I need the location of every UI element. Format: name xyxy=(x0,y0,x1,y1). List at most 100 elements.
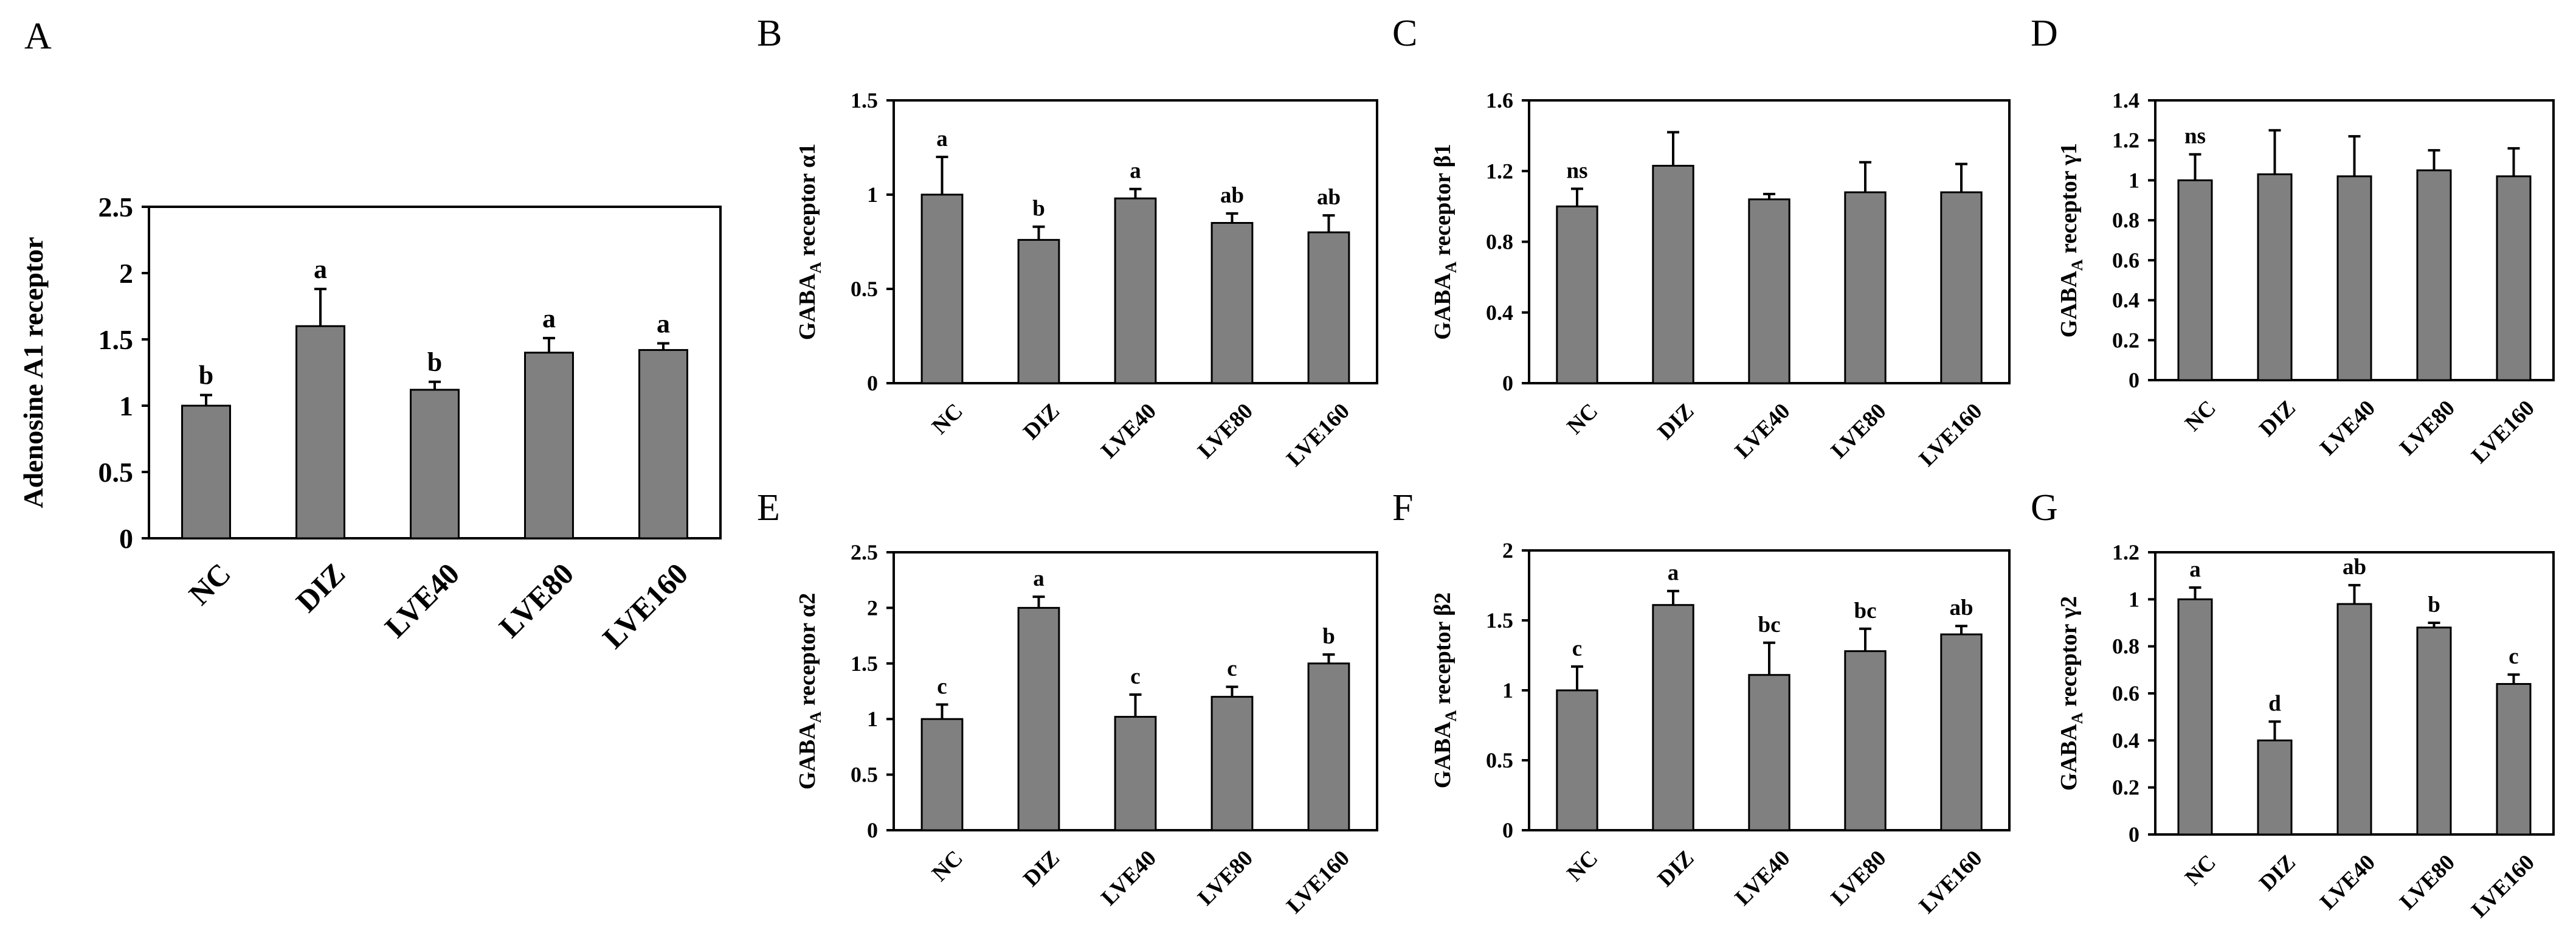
panel-c: C 0 0.4 0.8 1.2 1.6 GABAA receptor β1 ns NC DIZ LV… xyxy=(1392,13,2011,471)
bar-lve80 xyxy=(1210,222,1254,384)
y-tick-label: 2 xyxy=(119,258,133,289)
y-tick-label: 1 xyxy=(119,390,133,421)
y-axis-title-main: GABA xyxy=(795,723,820,789)
bar-diz xyxy=(1652,165,1694,384)
y-tick-label: 0.4 xyxy=(1486,300,1513,325)
bar-nc xyxy=(2177,179,2213,381)
x-tick-label: LVE40 xyxy=(1730,398,1795,463)
y-axis-title-main: GABA xyxy=(2056,271,2082,338)
y-tick-label: 0 xyxy=(867,818,878,842)
y-axis-title-rest: receptor β2 xyxy=(1430,592,1455,710)
bar-lve40 xyxy=(2336,175,2372,381)
panel-e: E 0 0.5 1 1.5 2 2.5 GABAA receptor α2 c NC a DIZ c LV… xyxy=(757,487,1378,918)
significance-label: ns xyxy=(1567,158,1588,183)
y-axis-title-rest: receptor γ2 xyxy=(2056,596,2082,713)
bar-diz xyxy=(1652,604,1694,831)
bar-lve160 xyxy=(2496,175,2532,381)
y-tick-label: 0.5 xyxy=(851,763,878,787)
y-axis-title-rest: receptor β1 xyxy=(1430,144,1455,262)
bar-diz xyxy=(1017,238,1060,384)
y-tick-label: 1.5 xyxy=(1486,608,1513,633)
significance-label: a xyxy=(1033,566,1045,591)
y-axis-title: GABAA receptor α1 xyxy=(795,144,824,341)
x-tick-label: LVE80 xyxy=(1193,398,1258,463)
panel-letter: A xyxy=(24,16,52,57)
x-tick-label: LVE160 xyxy=(1282,398,1355,471)
panel-letter: G xyxy=(2031,487,2058,529)
y-axis-title-subscript: A xyxy=(1442,262,1460,273)
significance-label: b xyxy=(427,347,442,377)
significance-label: a xyxy=(314,254,327,284)
significance-label: b xyxy=(1032,196,1045,221)
y-tick-label: 0 xyxy=(1502,818,1513,842)
x-tick-label: DIZ xyxy=(1653,845,1699,892)
panel-letter: B xyxy=(757,13,782,54)
panel-b: B 0 0.5 1 1.5 GABAA receptor α1 a NC b DIZ a LVE40 a… xyxy=(757,13,1378,471)
y-tick-label: 1 xyxy=(867,182,878,207)
y-axis-title: GABAA receptor γ2 xyxy=(2056,596,2086,791)
x-tick-label: NC xyxy=(927,845,968,886)
bar-nc xyxy=(1556,205,1598,384)
y-axis-title-subscript: A xyxy=(1442,710,1460,721)
y-tick-label: 1 xyxy=(2129,168,2139,192)
y-tick-label: 1.4 xyxy=(2112,88,2139,113)
bar-lve160 xyxy=(1940,191,1983,384)
bar-lve160 xyxy=(1307,662,1350,831)
significance-label: a xyxy=(1130,159,1141,184)
significance-label: bc xyxy=(1758,612,1781,637)
bar-diz xyxy=(1017,606,1060,831)
x-tick-label: LVE40 xyxy=(2315,395,2380,460)
y-tick-label: 1.6 xyxy=(1486,88,1513,113)
x-tick-label: LVE80 xyxy=(2395,850,2460,915)
bar-lve80 xyxy=(524,352,574,539)
bar-diz xyxy=(2257,173,2293,381)
y-axis-title: GABAA receptor β2 xyxy=(1430,592,1460,788)
significance-label: a xyxy=(936,127,948,151)
panel-a: A 0 0.5 1 1.5 2 2.5 Adenosine A1 receptor b NC a DI… xyxy=(18,16,722,655)
y-tick-label: 1 xyxy=(2129,587,2139,611)
x-tick-label: LVE160 xyxy=(2467,395,2540,468)
x-tick-label: DIZ xyxy=(1653,398,1699,445)
y-axis-title-main: Adenosine A1 receptor xyxy=(18,237,49,508)
x-tick-label: DIZ xyxy=(2254,395,2301,442)
y-axis-title-rest: receptor γ1 xyxy=(2056,143,2082,260)
significance-label: c xyxy=(2509,644,2518,669)
y-tick-label: 1 xyxy=(1502,678,1513,702)
bar-lve160 xyxy=(1940,633,1983,831)
bar-nc xyxy=(920,193,964,384)
bar-diz xyxy=(2257,739,2293,836)
panel-letter: D xyxy=(2031,13,2058,54)
y-axis-title-subscript: A xyxy=(2068,712,2086,724)
bar-nc xyxy=(181,404,231,539)
x-tick-label: LVE40 xyxy=(378,557,466,644)
significance-label: ab xyxy=(1949,595,1973,620)
x-tick-label: LVE160 xyxy=(2467,850,2540,923)
y-tick-label: 1.5 xyxy=(98,324,134,355)
panel-letter: E xyxy=(757,487,780,529)
bar-lve80 xyxy=(2416,169,2452,381)
x-tick-label: NC xyxy=(2180,850,2221,890)
y-axis-title-subscript: A xyxy=(2068,259,2086,271)
significance-label: a xyxy=(657,309,670,339)
y-tick-label: 2.5 xyxy=(851,540,878,564)
bar-lve80 xyxy=(1844,191,1887,384)
y-tick-label: 0 xyxy=(2129,822,2139,847)
bar-lve80 xyxy=(1210,696,1254,831)
significance-label: b xyxy=(2428,592,2440,617)
y-axis-title: GABAA receptor β1 xyxy=(1430,144,1460,339)
x-tick-label: LVE40 xyxy=(2315,850,2380,915)
x-tick-label: LVE160 xyxy=(1915,398,1987,471)
y-axis-title: Adenosine A1 receptor xyxy=(18,237,49,508)
significance-label: a xyxy=(2189,557,2201,582)
y-tick-label: 0.8 xyxy=(1486,230,1513,254)
y-tick-label: 1.5 xyxy=(851,651,878,676)
bar-diz xyxy=(295,325,345,539)
x-tick-label: LVE40 xyxy=(1730,845,1795,911)
panel-g: G 0 0.2 0.4 0.6 0.8 1 1.2 GABAA receptor γ2 a NC d D… xyxy=(2031,487,2555,923)
significance-label: c xyxy=(1227,656,1237,681)
y-tick-label: 0.5 xyxy=(1486,748,1513,772)
bar-nc xyxy=(1556,689,1598,831)
x-tick-label: DIZ xyxy=(289,557,351,619)
x-tick-label: NC xyxy=(1563,398,1603,439)
panel-letter: C xyxy=(1392,13,1417,54)
